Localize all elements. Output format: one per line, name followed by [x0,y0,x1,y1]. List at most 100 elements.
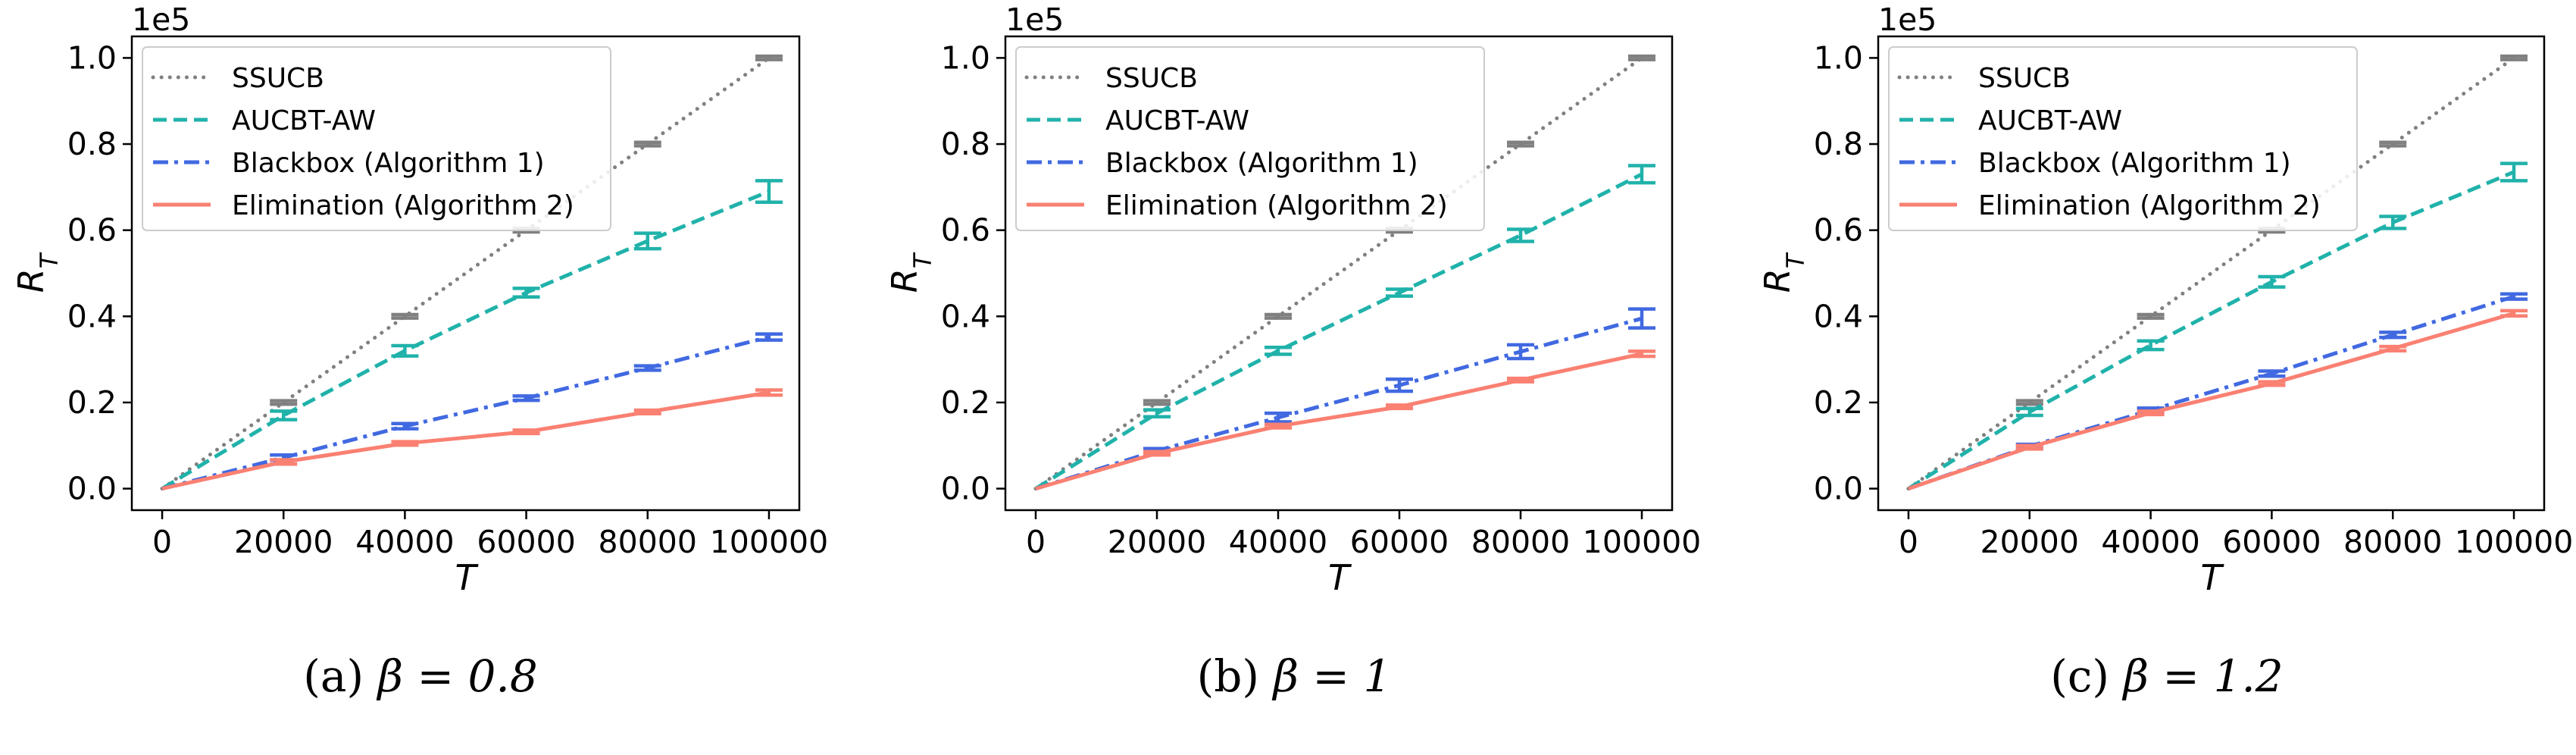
y-tick-label: 1.0 [67,39,117,76]
y-axis-label-main: R [11,268,52,293]
series-aucbt-aw [1034,164,1655,490]
caption-prefix: (a) [303,650,377,702]
y-tick-label: 0.4 [941,298,990,334]
legend: SSUCB AUCBT-AW Blackbox (Algorithm 1) Elimi… [142,46,611,231]
panel-caption: (b) β = 1 [1197,650,1392,702]
series-line [1908,311,2515,490]
series-line [1033,55,1644,491]
y-tick-label: 0.8 [67,126,117,162]
panel-caption: (a) β = 0.8 [303,650,538,702]
y-tick-label: 0.0 [941,471,990,507]
legend-box [142,46,611,231]
legend-label: AUCBT-AW [232,105,376,136]
x-tick-label: 0 [152,524,172,560]
legend-box [1888,46,2358,231]
y-tick-label: 0.2 [67,384,117,421]
x-tick-label: 20000 [234,524,333,560]
y-tick-label: 0.0 [1814,471,1863,507]
legend-label: AUCBT-AW [1105,105,1249,136]
series-line [161,390,770,491]
y-tick-label: 0.4 [1814,298,1863,334]
y-tick-label: 0.6 [941,212,990,249]
legend-label: SSUCB [1978,63,2071,94]
x-tick-label: 60000 [477,524,575,560]
x-tick-label: 80000 [1471,524,1570,560]
plot-frame [130,35,801,512]
caption-prefix: (b) [1197,650,1274,702]
chart-panel-c: 0.0 0.2 0.4 0.6 0.8 1.0 0 20000 40000 60000 80000 1… [1757,2,2573,702]
y-tick-label: 0.6 [67,212,117,249]
y-axis-label: RT [884,252,937,293]
y-axis-label-main: R [1757,268,1798,293]
x-tick-label: 100000 [710,524,829,560]
panel-caption: (c) β = 1.2 [2050,650,2283,702]
x-tick-label: 60000 [2222,524,2321,560]
series-blackbox-algorithm-1 [161,332,783,491]
chart-panel-a: 0.0 0.2 0.4 0.6 0.8 1.0 0 20000 40000 60000 80000 1… [11,2,828,702]
y-tick-label: 1.0 [941,39,990,76]
series-line [1907,170,2515,490]
plot-frame [1877,35,2546,512]
y-axis-label-subscript: T [1781,252,1810,268]
x-tick-label: 20000 [1108,524,1206,560]
legend-label: SSUCB [1105,63,1198,94]
series-elimination-algorithm-2 [1035,349,1655,490]
chart-panel-b: 0.0 0.2 0.4 0.6 0.8 1.0 0 20000 40000 60000 80000 1… [884,2,1701,702]
x-tick-label: 100000 [1583,524,1702,560]
x-tick-label: 40000 [2101,524,2199,560]
legend-label: Blackbox (Algorithm 1) [1105,148,1418,179]
series-line [1906,55,2516,491]
y-axis-label: RT [1757,252,1810,293]
series-aucbt-aw [1907,161,2528,490]
x-tick-label: 100000 [2455,524,2574,560]
y-tick-label: 0.4 [67,298,117,334]
series-line [161,335,770,491]
x-tick-label: 60000 [1350,524,1449,560]
series-aucbt-aw [161,179,783,490]
x-tick-label: 80000 [2343,524,2442,560]
series-line [1035,316,1643,490]
caption-math: β = 0.8 [377,650,538,702]
series-blackbox-algorithm-1 [1908,292,2528,490]
y-axis-label-subscript: T [908,252,937,268]
legend-label: Elimination (Algorithm 2) [1978,190,2321,221]
x-axis-label: T [455,557,479,598]
legend-label: Elimination (Algorithm 2) [232,190,574,221]
series-elimination-algorithm-2 [1908,309,2528,490]
legend: SSUCB AUCBT-AW Blackbox (Algorithm 1) Elimi… [1015,46,1485,231]
y-tick-label: 0.6 [1814,212,1863,249]
y-multiplier-label: 1e5 [132,2,190,38]
y-multiplier-label: 1e5 [1878,2,1937,38]
caption-math: β = 1.2 [2121,650,2283,702]
y-tick-label: 0.2 [941,384,990,421]
y-axis-label-subscript: T [35,252,64,268]
x-axis-label: T [1328,557,1352,598]
x-tick-label: 20000 [1980,524,2079,560]
y-axis-label-main: R [884,268,925,293]
legend-label: AUCBT-AW [1978,105,2122,136]
legend-box [1015,46,1485,231]
x-axis-label: T [2200,557,2224,598]
legend: SSUCB AUCBT-AW Blackbox (Algorithm 1) Elimi… [1888,46,2358,231]
y-multiplier-label: 1e5 [1005,2,1064,38]
x-tick-label: 0 [1026,524,1046,560]
series-line [1035,352,1643,490]
plot-frame [1004,35,1674,512]
series-line [1908,294,2515,490]
x-tick-label: 40000 [355,524,454,560]
legend-label: Elimination (Algorithm 2) [1105,190,1448,221]
y-tick-label: 0.2 [1814,384,1863,421]
legend-label: SSUCB [232,63,324,94]
y-tick-label: 1.0 [1814,39,1863,76]
series-elimination-algorithm-2 [161,388,783,491]
y-tick-label: 0.0 [67,471,117,507]
y-axis-label: RT [11,252,64,293]
x-tick-label: 80000 [599,524,697,560]
series-line [161,190,770,490]
caption-prefix: (c) [2050,650,2123,702]
legend-label: Blackbox (Algorithm 1) [232,148,545,179]
x-tick-label: 40000 [1229,524,1327,560]
legend-label: Blackbox (Algorithm 1) [1978,148,2291,179]
caption-math: β = 1 [1271,650,1391,702]
